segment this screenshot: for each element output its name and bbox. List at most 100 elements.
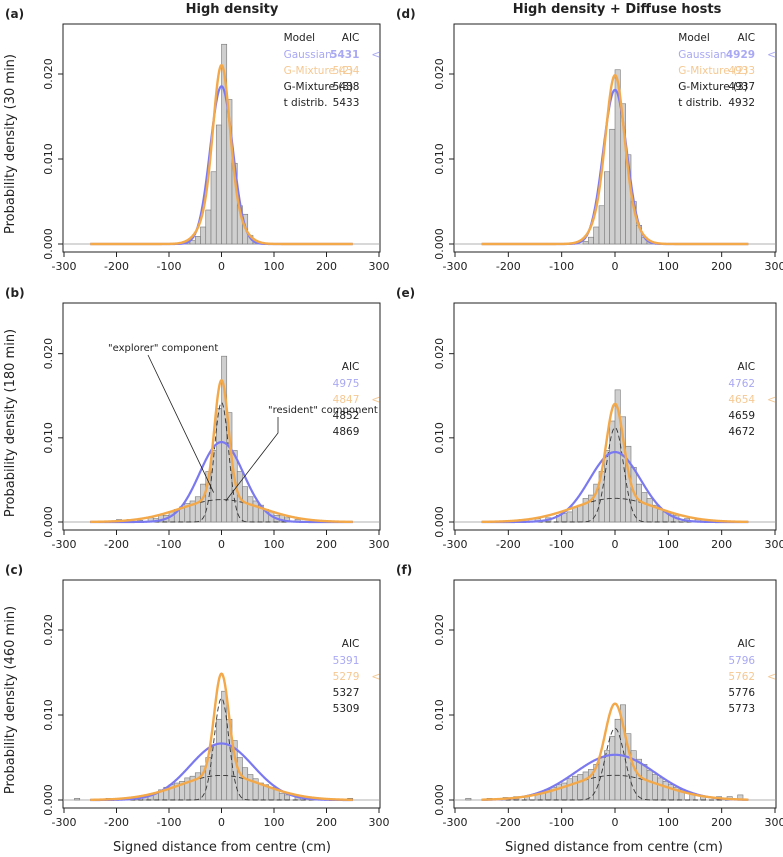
histogram-bar [582, 241, 589, 245]
x-tick-label: 0 [612, 816, 619, 829]
x-tick-label: -300 [443, 816, 468, 829]
legend-header-aic: AIC [737, 361, 755, 373]
y-tick-label: 0.020 [42, 614, 55, 646]
histogram-bar [652, 774, 658, 801]
x-tick-label: -300 [443, 538, 468, 551]
legend-aic-value: 4847 [333, 394, 360, 406]
x-tick-label: 300 [369, 816, 390, 829]
panel-f: (f) -300 -200 -100 0 100 200 300 0.000 0.010 0.020… [396, 563, 783, 829]
legend-aic-value: 5434 [333, 65, 360, 77]
y-tick-label: 0.010 [42, 422, 55, 454]
histogram-bar [278, 792, 285, 801]
legend-header-aic: AIC [342, 32, 360, 44]
y-tick-label: 0.010 [42, 143, 55, 175]
explorer-leader-line [147, 354, 214, 493]
legend-aic-value: 4654 [728, 394, 755, 406]
x-tick-label: -100 [157, 260, 182, 273]
gmix-component-curve [481, 727, 749, 801]
gmix-component-curve [90, 697, 353, 801]
legend-aic-value: 4937 [728, 81, 755, 93]
x-tick-label: -300 [52, 260, 77, 273]
histogram-bar [641, 492, 648, 523]
x-tick-label: 0 [218, 816, 225, 829]
histogram-bar [465, 797, 472, 801]
x-tick-label: 0 [612, 538, 619, 551]
gaussian-curve [90, 440, 353, 524]
x-tick-label: -200 [496, 816, 521, 829]
histogram-bar [588, 236, 594, 245]
legend-aic-value: 4869 [333, 426, 360, 438]
y-tick-label: 0.000 [433, 506, 446, 538]
explorer-annotation: "explorer" component [108, 343, 218, 354]
x-axis-label-left: Signed distance from centre (cm) [113, 840, 331, 855]
histogram-bar [598, 205, 605, 245]
best-model-marker: < [371, 394, 380, 406]
legend-header-aic: AIC [737, 32, 755, 44]
histogram-bar [636, 483, 642, 523]
legend-aic-value: 5391 [333, 655, 360, 667]
histogram-bar [247, 496, 254, 523]
legend-header-model: Model [678, 32, 710, 44]
y-axis-label-row-1: Probability density (30 min) [3, 54, 18, 234]
x-tick-label: -100 [157, 538, 182, 551]
x-tick-label: 300 [765, 538, 783, 551]
histogram-bar [662, 780, 669, 801]
best-model-marker: < [371, 49, 380, 61]
histogram-bar [221, 690, 228, 801]
y-tick-label: 0.010 [433, 422, 446, 454]
y-tick-label: 0.000 [433, 784, 446, 816]
y-axis-label-row-2: Probability density (180 min) [3, 329, 18, 517]
legend-aic-value: 5279 [333, 671, 360, 683]
x-tick-label: 300 [765, 260, 783, 273]
legend-aic-value: 4929 [726, 49, 755, 61]
x-tick-label: 200 [316, 260, 337, 273]
histogram-bar [593, 226, 600, 245]
y-tick-label: 0.010 [433, 699, 446, 731]
x-tick-label: 300 [369, 260, 390, 273]
histogram-bar [215, 718, 222, 801]
resident-annotation: "resident" component [268, 405, 378, 416]
histogram-bar [247, 774, 254, 801]
best-model-marker: < [767, 49, 776, 61]
histogram-bar [609, 128, 616, 245]
resident-leader-line [225, 417, 279, 502]
legend-header-aic: AIC [737, 638, 755, 650]
y-tick-label: 0.020 [42, 338, 55, 370]
histogram-bar [74, 797, 81, 801]
x-tick-label: 0 [218, 538, 225, 551]
panel-label: (e) [396, 286, 415, 300]
gmix2-curve [90, 672, 353, 802]
histogram-bar [572, 775, 578, 801]
y-axis-label-row-3: Probability density (460 min) [3, 606, 18, 794]
histogram-bar [205, 209, 212, 245]
histogram-bar [566, 778, 573, 801]
x-tick-label: 300 [369, 538, 390, 551]
gaussian-curve [90, 742, 353, 802]
x-tick-label: 200 [316, 816, 337, 829]
panel-a: (a) -300 -200 -100 0 100 200 300 0.000 0.010 0.020… [5, 7, 390, 273]
legend-aic-value: 5309 [333, 703, 360, 715]
gmix2-curve [481, 402, 749, 524]
panel-label: (a) [5, 7, 24, 21]
panel-d: (d) -300 -200 -100 0 100 200 300 0.000 0.010 0.020… [396, 7, 783, 273]
best-model-marker: < [767, 671, 776, 683]
histogram-bar [215, 124, 222, 245]
y-tick-label: 0.020 [42, 58, 55, 90]
x-tick-label: 200 [711, 260, 732, 273]
x-tick-label: -300 [52, 538, 77, 551]
histogram-bar [582, 771, 589, 801]
x-tick-label: 200 [316, 538, 337, 551]
x-tick-label: 100 [658, 816, 679, 829]
histogram-bar [657, 777, 664, 801]
x-tick-label: 100 [658, 538, 679, 551]
x-tick-label: 300 [765, 816, 783, 829]
histogram-bar [636, 758, 642, 801]
histogram-bar [646, 498, 653, 523]
y-tick-label: 0.020 [433, 58, 446, 90]
legend-model-name: Gaussian [284, 49, 332, 61]
legend-aic-value: 4932 [728, 97, 755, 109]
y-tick-label: 0.020 [433, 338, 446, 370]
histogram-bar [609, 735, 616, 801]
legend-aic-value: 5796 [728, 655, 755, 667]
gmix2-curve [90, 63, 353, 246]
